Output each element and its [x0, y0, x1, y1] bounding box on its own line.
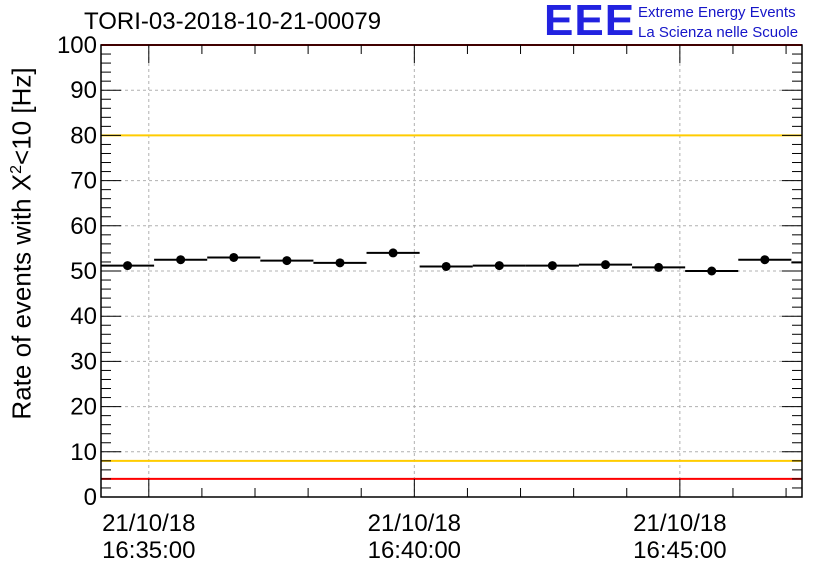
- y-tick-label-70: 70: [70, 168, 97, 195]
- data-point-11: [707, 266, 717, 276]
- data-point-8: [547, 261, 557, 271]
- y-axis-label-sup: 2: [7, 164, 25, 174]
- y-tick-label-50: 50: [70, 258, 97, 285]
- y-axis-label-pre: Rate of events with X: [6, 173, 37, 420]
- y-tick-label-80: 80: [70, 122, 97, 149]
- y-tick-label-0: 0: [84, 484, 97, 511]
- y-axis-label-post: <10 [Hz]: [6, 67, 37, 165]
- axis-ticks: 010203040506070809010021/10/1816:35:0021…: [57, 32, 802, 564]
- y-tick-label-10: 10: [70, 439, 97, 466]
- grid-lines: [101, 45, 802, 497]
- data-point-2: [229, 252, 239, 262]
- x-tick-time-1: 16:40:00: [368, 537, 461, 564]
- y-axis-label: Rate of events with X2<10 [Hz]: [7, 34, 38, 454]
- y-tick-label-20: 20: [70, 394, 97, 421]
- chart-title: TORI-03-2018-10-21-00079: [84, 8, 382, 35]
- x-tick-date-2: 21/10/18: [633, 510, 726, 537]
- y-tick-label-40: 40: [70, 303, 97, 330]
- data-point-9: [601, 260, 611, 270]
- logo-line-1: Extreme Energy Events: [638, 4, 796, 21]
- logo-mark: EEE: [544, 0, 636, 45]
- y-tick-label-60: 60: [70, 213, 97, 240]
- data-point-3: [282, 256, 292, 266]
- logo-line-2: La Scienza nelle Scuole: [638, 24, 799, 41]
- data-point-0: [123, 261, 133, 271]
- reference-lines: [101, 44, 802, 480]
- data-point-12: [760, 255, 770, 265]
- y-tick-label-90: 90: [70, 77, 97, 104]
- data-point-7: [494, 261, 504, 271]
- data-series: [101, 248, 802, 276]
- x-tick-time-0: 16:35:00: [102, 537, 195, 564]
- y-tick-label-30: 30: [70, 348, 97, 375]
- data-point-10: [654, 262, 664, 272]
- y-tick-label-100: 100: [57, 32, 97, 59]
- x-tick-date-0: 21/10/18: [102, 510, 195, 537]
- data-point-5: [388, 248, 398, 258]
- data-point-1: [176, 255, 186, 265]
- data-point-6: [441, 261, 451, 271]
- x-tick-date-1: 21/10/18: [368, 510, 461, 537]
- data-point-4: [335, 258, 345, 268]
- x-tick-time-2: 16:45:00: [633, 537, 726, 564]
